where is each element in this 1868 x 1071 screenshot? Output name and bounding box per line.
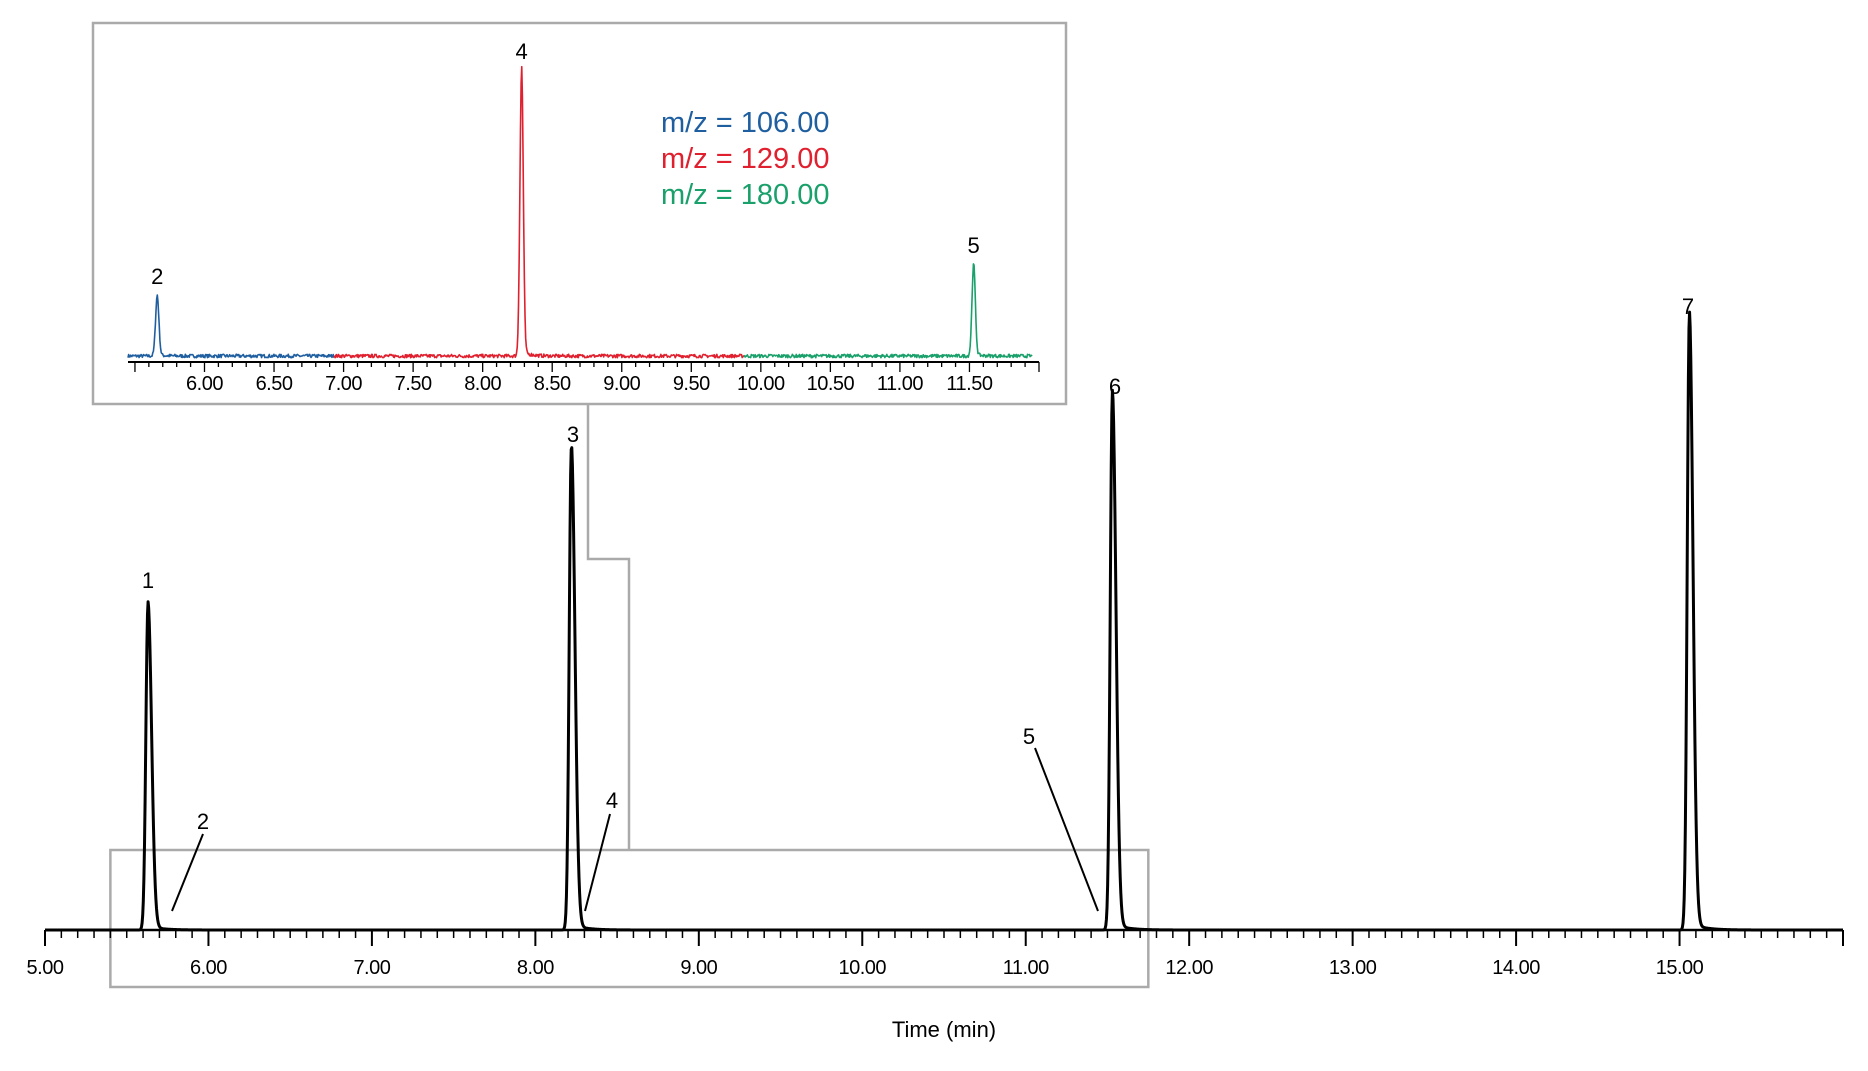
x-tick-label: 10.00 [838, 957, 886, 979]
inset-tick-label: 7.00 [325, 373, 362, 395]
x-tick-label: 6.00 [190, 957, 227, 979]
x-tick-label: 14.00 [1492, 957, 1540, 979]
inset-tick-label: 8.00 [464, 373, 501, 395]
inset-trace-3 [743, 263, 1033, 359]
inset-chromatogram: 6.00 6.50 7.00 7.50 8.00 8.50 9.00 9.50 10.00 10.… [91, 21, 1068, 406]
peak-label-5: 5 [1023, 724, 1035, 749]
peak-4-leader-line [584, 813, 611, 912]
inset-tick-label: 7.50 [395, 373, 432, 395]
x-axis-title: Time (min) [892, 1017, 996, 1042]
zoom-connector-line [586, 404, 631, 850]
peak-label-2: 2 [197, 809, 209, 834]
x-tick-label: 7.00 [353, 957, 390, 979]
peak-label-3: 3 [567, 422, 579, 447]
peak-label-4: 4 [606, 788, 618, 813]
inset-peak-label-4: 4 [515, 39, 527, 64]
peak-5-leader-line [1034, 747, 1099, 912]
zoom-region-box [109, 848, 1150, 989]
peak-label-1: 1 [142, 568, 154, 593]
inset-tick-label: 6.00 [186, 373, 223, 395]
x-tick-label: 5.00 [27, 957, 64, 979]
inset-tick-label: 11.00 [877, 373, 923, 395]
x-tick-label: 9.00 [680, 957, 717, 979]
inset-tick-label: 9.00 [603, 373, 640, 395]
inset-peak-label-2: 2 [151, 264, 163, 289]
inset-tick-label: 6.50 [256, 373, 293, 395]
peak-2-leader-line [171, 833, 204, 912]
inset-trace-1 [127, 294, 335, 359]
inset-frame [91, 21, 1068, 406]
inset-tick-label: 11.50 [946, 373, 992, 395]
peak-label-6: 6 [1109, 374, 1121, 399]
inset-tick-label: 10.00 [737, 373, 785, 395]
inset-tick-label: 9.50 [673, 373, 710, 395]
inset-tick-label: 10.50 [807, 373, 855, 395]
x-tick-label: 12.00 [1165, 957, 1213, 979]
x-tick-label: 8.00 [517, 957, 554, 979]
inset-legend-entry: m/z = 180.00 [661, 179, 829, 211]
x-tick-label: 15.00 [1656, 957, 1704, 979]
inset-peak-label-5: 5 [968, 233, 980, 258]
inset-legend-entry: m/z = 106.00 [661, 107, 829, 139]
main-chromatogram: 5.00 6.00 7.00 8.00 9.00 10.00 11.00 12.00 13.00… [27, 294, 1844, 1042]
x-tick-label: 13.00 [1329, 957, 1377, 979]
x-tick-label: 11.00 [1003, 957, 1049, 979]
peak-label-7: 7 [1682, 294, 1694, 319]
inset-tick-label: 8.50 [534, 373, 571, 395]
inset-legend-entry: m/z = 129.00 [661, 143, 829, 175]
inset-trace-2 [333, 65, 745, 359]
